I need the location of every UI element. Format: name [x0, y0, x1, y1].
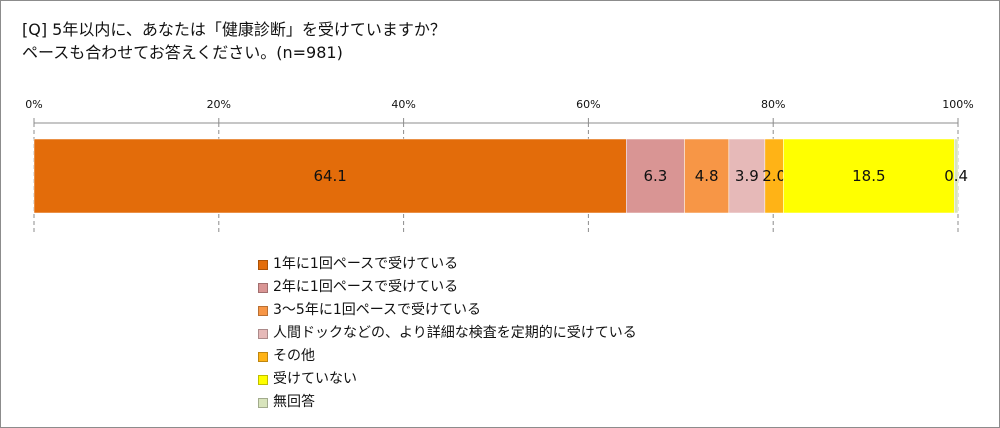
legend-label-1: 2年に1回ペースで受けている: [273, 279, 459, 295]
question-text: [Q] 5年以内に、あなたは「健康診断」を受けていますか？ ペースも合わせてお答…: [22, 18, 446, 64]
x-tick-label-4: 80%: [761, 98, 785, 111]
legend: 1年に1回ペースで受けている 2年に1回ペースで受けている 3〜5年に1回ペースで受…: [258, 253, 637, 414]
legend-swatch-0: [258, 259, 268, 270]
legend-swatch-5: [258, 374, 268, 385]
legend-item-0: 1年に1回ペースで受けている: [258, 253, 637, 276]
data-label-2: 4.8: [695, 167, 719, 185]
legend-item-3: 人間ドックなどの、より詳細な検査を定期的に受けている: [258, 322, 637, 345]
legend-label-5: 受けていない: [273, 371, 357, 387]
legend-swatch-6: [258, 397, 268, 408]
bar-segment-3: [728, 138, 766, 214]
legend-swatch-4: [258, 351, 268, 362]
bar-segment-2: [684, 138, 730, 214]
legend-swatch-2: [258, 305, 268, 316]
bar-segment-1: [626, 138, 685, 214]
legend-item-4: その他: [258, 345, 637, 368]
data-label-0: 64.1: [313, 167, 346, 185]
data-label-1: 6.3: [643, 167, 667, 185]
bar-segment-6: [954, 138, 959, 214]
legend-swatch-3: [258, 328, 268, 339]
legend-label-6: 無回答: [273, 394, 315, 410]
data-label-3: 3.9: [735, 167, 759, 185]
legend-item-1: 2年に1回ペースで受けている: [258, 276, 637, 299]
legend-item-5: 受けていない: [258, 368, 637, 391]
question-line-2: ペースも合わせてお答えください。(n=981): [22, 43, 343, 62]
data-label-5: 18.5: [852, 167, 885, 185]
legend-label-4: その他: [273, 348, 315, 364]
data-label-4: 2.0: [762, 167, 786, 185]
legend-item-6: 無回答: [258, 391, 637, 414]
bar-segment-0: [33, 138, 627, 214]
legend-label-0: 1年に1回ペースで受けている: [273, 256, 459, 272]
legend-label-2: 3〜5年に1回ペースで受けている: [273, 302, 482, 318]
x-tick-label-2: 40%: [391, 98, 415, 111]
legend-label-3: 人間ドックなどの、より詳細な検査を定期的に受けている: [273, 325, 637, 341]
question-line-1: [Q] 5年以内に、あなたは「健康診断」を受けていますか？: [22, 20, 446, 39]
legend-item-2: 3〜5年に1回ペースで受けている: [258, 299, 637, 322]
bar-segment-5: [783, 138, 955, 214]
data-label-6: 0.4: [944, 167, 968, 185]
x-tick-label-1: 20%: [207, 98, 231, 111]
legend-swatch-1: [258, 282, 268, 293]
x-tick-label-5: 100%: [942, 98, 973, 111]
x-tick-label-3: 60%: [576, 98, 600, 111]
x-tick-label-0: 0%: [25, 98, 42, 111]
